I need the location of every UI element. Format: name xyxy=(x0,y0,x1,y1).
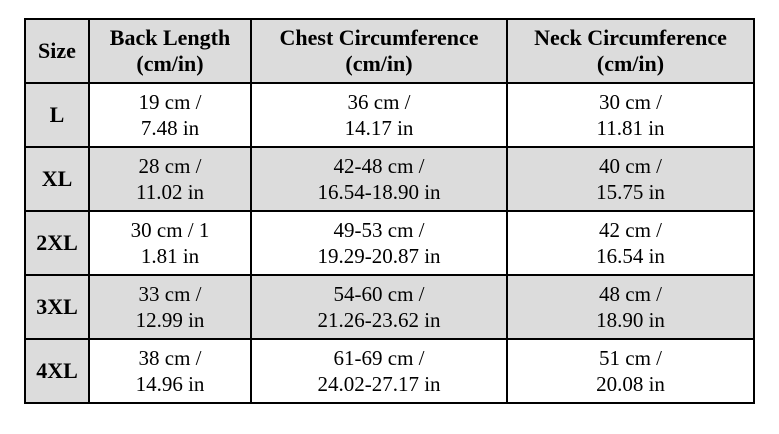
chest-circumference-cell: 36 cm / 14.17 in xyxy=(250,82,508,148)
size-label-3xl: 3XL xyxy=(24,274,90,340)
table-row-4xl: 4XL 38 cm / 14.96 in 61-69 cm / 24.02-27… xyxy=(24,338,755,404)
measurement-in: 14.96 in xyxy=(135,372,205,396)
chest-circumference-cell: 54-60 cm / 21.26-23.62 in xyxy=(250,274,508,340)
measurement-cm: 36 cm / xyxy=(347,90,411,114)
measurement-cm: 54-60 cm / xyxy=(333,282,425,306)
table-row-3xl: 3XL 33 cm / 12.99 in 54-60 cm / 21.26-23… xyxy=(24,274,755,340)
measurement-cm: 33 cm / xyxy=(138,282,202,306)
header-chest-circumference: Chest Circumference (cm/in) xyxy=(250,18,508,84)
measurement-in: 24.02-27.17 in xyxy=(317,372,441,396)
chest-circumference-cell: 49-53 cm / 19.29-20.87 in xyxy=(250,210,508,276)
size-label-l: L xyxy=(24,82,90,148)
header-back-length-title: Back Length xyxy=(109,25,231,50)
measurement-in: 19.29-20.87 in xyxy=(317,244,441,268)
header-neck-circumference-title: Neck Circumference xyxy=(534,25,727,50)
measurement-cm: 28 cm / xyxy=(138,154,202,178)
back-length-cell: 30 cm / 1 1.81 in xyxy=(88,210,252,276)
measurement-cm: 42 cm / xyxy=(599,218,662,242)
neck-circumference-cell: 40 cm / 15.75 in xyxy=(506,146,755,212)
header-neck-circumference: Neck Circumference (cm/in) xyxy=(506,18,755,84)
table-row-l: L 19 cm / 7.48 in 36 cm / 14.17 in 30 cm… xyxy=(24,82,755,148)
back-length-cell: 19 cm / 7.48 in xyxy=(88,82,252,148)
header-chest-circumference-unit: (cm/in) xyxy=(345,51,413,76)
chest-circumference-cell: 42-48 cm / 16.54-18.90 in xyxy=(250,146,508,212)
measurement-cm: 38 cm / xyxy=(138,346,202,370)
measurement-in: 14.17 in xyxy=(344,116,414,140)
measurement-in: 11.02 in xyxy=(135,180,205,204)
neck-circumference-cell: 30 cm / 11.81 in xyxy=(506,82,755,148)
chest-circumference-cell: 61-69 cm / 24.02-27.17 in xyxy=(250,338,508,404)
header-neck-circumference-unit: (cm/in) xyxy=(596,51,665,76)
measurement-cm: 30 cm / 1 xyxy=(130,218,210,242)
measurement-cm: 42-48 cm / xyxy=(333,154,425,178)
size-label-2xl: 2XL xyxy=(24,210,90,276)
header-back-length: Back Length (cm/in) xyxy=(88,18,252,84)
measurement-cm: 49-53 cm / xyxy=(333,218,425,242)
size-label-xl: XL xyxy=(24,146,90,212)
measurement-in: 16.54 in xyxy=(596,244,665,268)
measurement-in: 18.90 in xyxy=(596,308,665,332)
back-length-cell: 33 cm / 12.99 in xyxy=(88,274,252,340)
header-size: Size xyxy=(24,18,90,84)
back-length-cell: 28 cm / 11.02 in xyxy=(88,146,252,212)
measurement-cm: 30 cm / xyxy=(599,90,662,114)
size-chart-table: Size Back Length (cm/in) Chest Circumfer… xyxy=(24,18,755,404)
table-row-2xl: 2XL 30 cm / 1 1.81 in 49-53 cm / 19.29-2… xyxy=(24,210,755,276)
neck-circumference-cell: 42 cm / 16.54 in xyxy=(506,210,755,276)
measurement-cm: 61-69 cm / xyxy=(333,346,425,370)
measurement-in: 15.75 in xyxy=(596,180,665,204)
measurement-cm: 48 cm / xyxy=(599,282,662,306)
table-row-xl: XL 28 cm / 11.02 in 42-48 cm / 16.54-18.… xyxy=(24,146,755,212)
measurement-in: 20.08 in xyxy=(596,372,665,396)
header-back-length-unit: (cm/in) xyxy=(136,51,204,76)
neck-circumference-cell: 48 cm / 18.90 in xyxy=(506,274,755,340)
measurement-cm: 51 cm / xyxy=(599,346,662,370)
measurement-in: 12.99 in xyxy=(135,308,205,332)
measurement-in: 7.48 in xyxy=(140,116,200,140)
size-label-4xl: 4XL xyxy=(24,338,90,404)
header-row: Size Back Length (cm/in) Chest Circumfer… xyxy=(24,18,755,84)
header-chest-circumference-title: Chest Circumference xyxy=(279,25,479,50)
measurement-in: 11.81 in xyxy=(596,116,665,140)
neck-circumference-cell: 51 cm / 20.08 in xyxy=(506,338,755,404)
measurement-in: 16.54-18.90 in xyxy=(317,180,441,204)
back-length-cell: 38 cm / 14.96 in xyxy=(88,338,252,404)
measurement-in: 21.26-23.62 in xyxy=(317,308,441,332)
measurement-cm: 40 cm / xyxy=(599,154,662,178)
measurement-in: 1.81 in xyxy=(140,244,200,268)
measurement-cm: 19 cm / xyxy=(138,90,202,114)
